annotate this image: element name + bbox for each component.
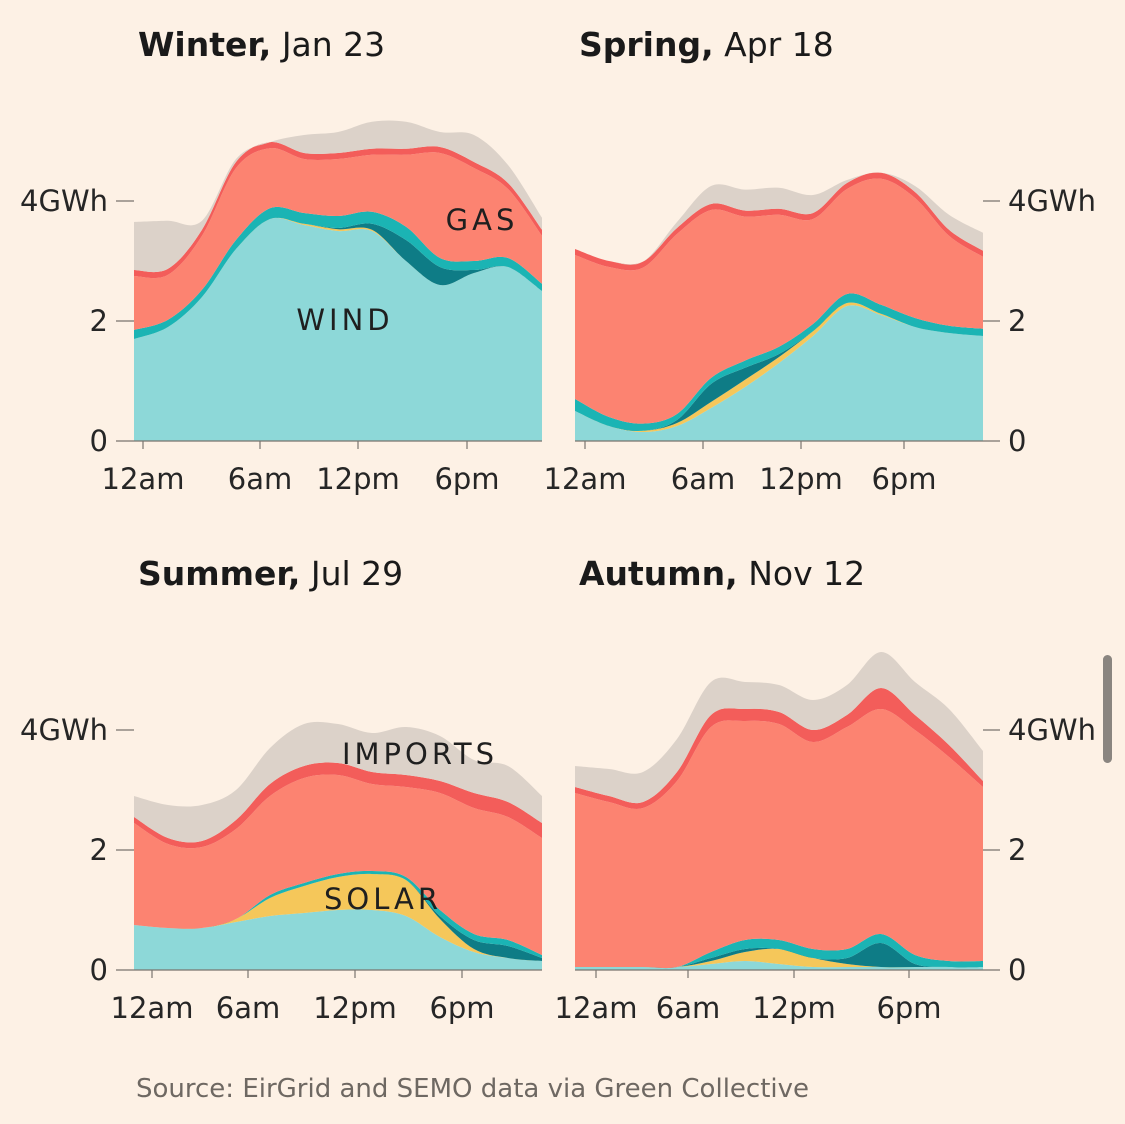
y-tick-label-3-0: 0	[1008, 953, 1026, 987]
panel-title-0: Winter, Jan 23	[138, 25, 385, 64]
x-tick-label-1-2: 12pm	[759, 462, 843, 496]
area-wind-3	[575, 961, 983, 970]
panel-title-3: Autumn, Nov 12	[579, 554, 865, 593]
scrollbar-thumb[interactable]	[1103, 655, 1112, 763]
x-tick-label-2-2: 12pm	[313, 991, 397, 1025]
x-tick-label-1-1: 6am	[671, 462, 735, 496]
panel-title-bold-3: Autumn,	[579, 554, 738, 593]
x-tick-label-0-0: 12am	[102, 462, 185, 496]
x-tick-label-1-0: 12am	[544, 462, 627, 496]
panel-title-date-3: Nov 12	[738, 554, 865, 593]
area-gas-3	[575, 708, 983, 969]
area-other-3	[575, 942, 983, 968]
x-tick-label-2-0: 12am	[111, 991, 194, 1025]
x-tick-label-3-3: 6pm	[876, 991, 941, 1025]
y-tick-label-2-0: 0	[90, 953, 108, 987]
x-tick-label-0-1: 6am	[228, 462, 292, 496]
area-imports-2	[134, 721, 542, 843]
x-tick-label-2-3: 6pm	[429, 991, 494, 1025]
panel-2: 0 2 4GWh 12am 6am 12pm 6pm Summer, Jul 29 IMPORT…	[20, 554, 542, 1025]
area-coal-3	[575, 688, 983, 809]
x-tick-label-3-2: 12pm	[752, 991, 836, 1025]
area-wind-0	[134, 217, 542, 441]
panel-title-bold-1: Spring,	[579, 25, 714, 64]
annotation-imports-2: IMPORTS	[342, 737, 498, 771]
area-storage-0	[134, 206, 542, 339]
y-tick-label-0-1: 2	[90, 304, 108, 338]
y-tick-label-0-0: 0	[90, 424, 108, 458]
panel-title-bold-2: Summer,	[138, 554, 300, 593]
y-tick-label-1-2: 4GWh	[1008, 184, 1096, 218]
panel-title-date-2: Jul 29	[300, 554, 403, 593]
x-tick-label-3-1: 6am	[656, 991, 720, 1025]
y-tick-label-3-1: 2	[1008, 833, 1026, 867]
panel-1: 0 2 4GWh 12am 6am 12pm 6pm Spring, Apr 18	[544, 25, 1096, 496]
y-tick-label-1-1: 2	[1008, 304, 1026, 338]
area-coal-2	[134, 762, 542, 849]
area-imports-3	[575, 651, 983, 804]
panel-title-date-0: Jan 23	[271, 25, 385, 64]
x-tick-label-0-2: 12pm	[316, 462, 400, 496]
x-tick-label-0-3: 6pm	[434, 462, 499, 496]
panel-title-2: Summer, Jul 29	[138, 554, 403, 593]
area-gas-1	[575, 178, 983, 424]
area-coal-0	[134, 142, 542, 279]
panel-3: 0 2 4GWh 12am 6am 12pm 6pm Autumn, Nov 12	[555, 554, 1096, 1025]
y-tick-label-0-2: 4GWh	[20, 184, 108, 218]
area-storage-3	[575, 933, 983, 969]
area-other-2	[134, 873, 542, 961]
panel-title-1: Spring, Apr 18	[579, 25, 834, 64]
annotation-wind-0: WIND	[296, 303, 393, 337]
x-tick-label-1-3: 6pm	[871, 462, 936, 496]
x-tick-label-2-1: 6am	[216, 991, 280, 1025]
panel-title-date-1: Apr 18	[714, 25, 834, 64]
area-solar-3	[575, 948, 983, 968]
y-tick-label-1-0: 0	[1008, 424, 1026, 458]
area-wind-2	[134, 909, 542, 970]
area-imports-1	[575, 172, 983, 265]
panel-title-bold-0: Winter,	[138, 25, 271, 64]
y-tick-label-3-2: 4GWh	[1008, 713, 1096, 747]
y-tick-label-2-1: 2	[90, 833, 108, 867]
source-note: Source: EirGrid and SEMO data via Green …	[136, 1074, 809, 1104]
area-gas-2	[134, 774, 542, 955]
panel-0: 0 2 4GWh 12am 6am 12pm 6pm Winter, Jan 23 GAS WIN…	[20, 25, 542, 496]
annotation-gas-0: GAS	[446, 203, 519, 237]
area-other-0	[134, 217, 542, 339]
area-imports-0	[134, 120, 542, 273]
area-wind-1	[575, 305, 983, 441]
area-gas-0	[134, 148, 542, 330]
annotation-solar-2: SOLAR	[324, 882, 442, 916]
y-tick-label-2-2: 4GWh	[20, 713, 108, 747]
area-solar-2	[134, 873, 542, 961]
x-tick-label-3-0: 12am	[555, 991, 638, 1025]
